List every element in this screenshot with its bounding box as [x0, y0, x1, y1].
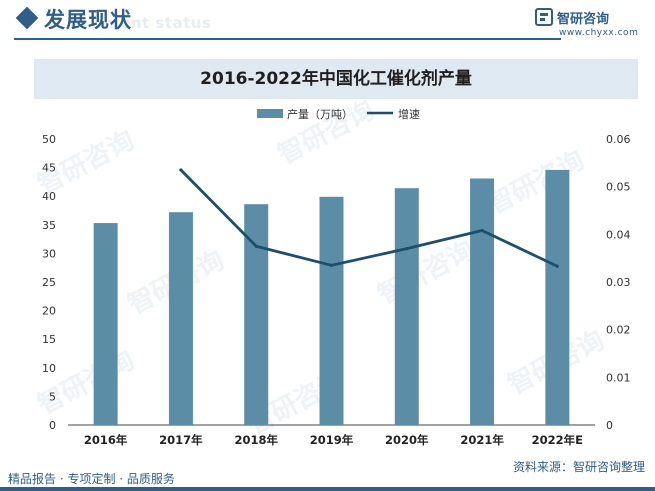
legend-swatch-bar	[257, 109, 283, 118]
legend-label-bar: 产量（万吨）	[287, 107, 353, 121]
section-header: ment status 发展现状	[0, 0, 655, 42]
chart-canvas: 智研咨询智研咨询智研咨询智研咨询智研咨询智研咨询智研咨询智研咨询 产量（万吨） …	[33, 100, 631, 447]
y-left-tick-label: 45	[42, 162, 56, 175]
y-left-tick-label: 30	[42, 247, 56, 260]
y-right-tick-label: 0.02	[606, 324, 631, 337]
line-point	[179, 168, 183, 172]
y-left-tick-label: 5	[49, 390, 56, 403]
line-point	[480, 228, 484, 233]
footer-bar	[0, 487, 655, 491]
x-tick-label: 2021年	[460, 433, 504, 447]
header-divider	[14, 38, 561, 40]
x-tick-label: 2017年	[159, 433, 203, 447]
bar-series	[93, 169, 570, 425]
growth-rate-line	[179, 168, 558, 268]
bar	[545, 169, 570, 425]
y-left-tick-label: 20	[42, 305, 56, 318]
y-left-tick-label: 25	[42, 276, 56, 289]
section-title: 发展现状	[44, 8, 132, 32]
legend-label-line: 增速	[398, 107, 420, 121]
x-tick-label: 2022年E	[532, 433, 584, 447]
watermark-text: 智研咨询	[33, 344, 139, 420]
line-point	[254, 244, 258, 248]
bar	[168, 212, 193, 425]
brand-logo: 智研咨询 www.chyxx.com	[535, 7, 645, 41]
chart-legend: 产量（万吨） 增速	[257, 107, 420, 121]
x-tick-label: 2018年	[234, 433, 278, 447]
watermark-text: 智研咨询	[373, 234, 479, 310]
bar	[470, 178, 495, 425]
y-left-tick-label: 15	[42, 333, 56, 346]
chart-title: 2016-2022年中国化工催化剂产量	[200, 69, 472, 89]
diamond-icon	[15, 6, 39, 30]
line-series	[179, 168, 559, 268]
y-left-tick-label: 40	[42, 190, 56, 203]
header-english-watermark: ment status	[104, 14, 212, 32]
y-right-tick-label: 0.05	[606, 181, 631, 194]
chart-title-band: 2016-2022年中国化工催化剂产量	[34, 59, 638, 99]
y-right-tick-label: 0.06	[606, 133, 631, 146]
y-right-tick-label: 0.04	[606, 228, 631, 241]
y-left-tick-label: 50	[42, 133, 56, 146]
bar	[319, 196, 344, 425]
bar	[244, 204, 269, 425]
line-point	[555, 264, 559, 268]
y-left-tick-label: 0	[49, 419, 56, 432]
line-point	[329, 263, 334, 267]
bar	[93, 223, 118, 425]
x-tick-label: 2016年	[84, 433, 128, 447]
watermark-text: 智研咨询	[483, 144, 589, 220]
chyxx-logo-icon	[535, 8, 553, 26]
y-right-tick-label: 0.01	[606, 371, 631, 384]
x-tick-label: 2019年	[310, 433, 354, 447]
line-point	[405, 247, 409, 251]
source-note: 资料来源：智研咨询整理	[512, 460, 645, 474]
brand-name: 智研咨询	[557, 12, 610, 27]
y-right-tick-label: 0.03	[606, 276, 631, 289]
footer-tagline: 精品报告 · 专项定制 · 品质服务	[8, 472, 175, 486]
bar	[394, 188, 419, 425]
brand-url: www.chyxx.com	[559, 28, 639, 38]
x-tick-label: 2020年	[385, 433, 429, 447]
y-left-tick-label: 10	[42, 362, 56, 375]
y-right-tick-label: 0	[606, 419, 613, 432]
y-left-tick-label: 35	[42, 219, 56, 232]
